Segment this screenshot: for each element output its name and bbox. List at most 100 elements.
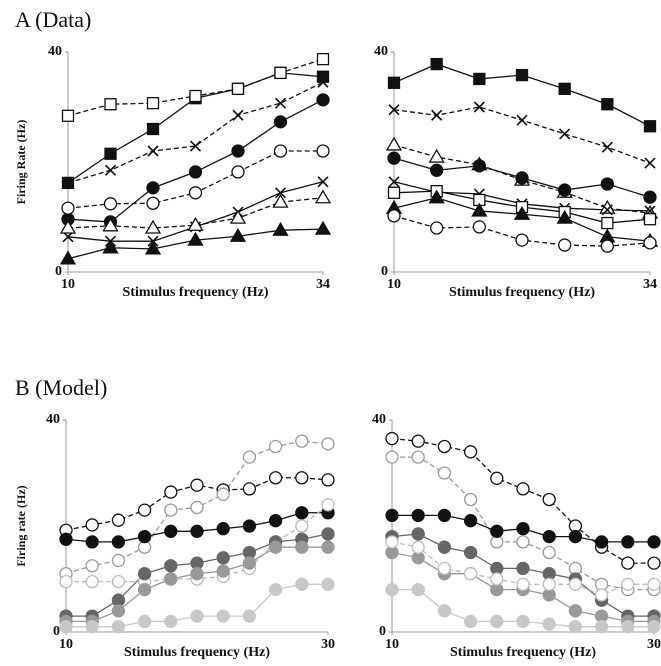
marker: [295, 471, 309, 485]
marker: [274, 97, 287, 109]
marker: [242, 556, 257, 570]
marker: [516, 561, 530, 576]
marker: [59, 532, 73, 546]
marker: [316, 93, 330, 107]
marker: [388, 104, 400, 116]
marker: [321, 498, 335, 512]
marker: [295, 519, 309, 533]
marker: [621, 577, 635, 591]
marker: [411, 508, 425, 523]
marker: [59, 575, 73, 589]
series-line: [393, 106, 651, 164]
marker: [144, 219, 162, 234]
x-tick-label: 34: [643, 277, 657, 292]
marker: [411, 582, 425, 597]
marker: [231, 82, 245, 95]
marker: [85, 518, 99, 532]
y-tick-label: 0: [381, 264, 388, 279]
marker: [295, 434, 309, 448]
marker: [242, 482, 257, 496]
marker: [321, 437, 335, 451]
marker: [643, 213, 657, 226]
marker: [62, 177, 74, 189]
marker: [216, 564, 230, 578]
marker: [314, 220, 332, 235]
x-tick-label: 10: [387, 277, 401, 292]
y-tick-label: 0: [379, 624, 386, 639]
marker: [272, 221, 289, 236]
marker: [111, 553, 126, 568]
marker: [515, 68, 529, 82]
y-tick-label: 0: [53, 624, 60, 639]
marker: [190, 567, 204, 581]
y-tick-label: 40: [48, 44, 62, 59]
marker: [85, 535, 99, 549]
marker: [321, 577, 335, 591]
marker: [137, 614, 152, 629]
marker: [111, 604, 126, 618]
x-axis-label: Stimulus frequency (Hz): [450, 645, 596, 660]
marker: [556, 209, 573, 224]
marker: [428, 148, 445, 163]
marker: [137, 529, 152, 544]
marker: [104, 147, 117, 160]
marker: [189, 140, 202, 152]
marker: [437, 508, 452, 523]
marker: [558, 183, 572, 197]
marker: [490, 471, 504, 485]
marker: [387, 209, 401, 223]
marker: [430, 221, 444, 235]
x-tick-label: 10: [385, 637, 399, 652]
panel-title: B (Model): [15, 375, 107, 400]
marker: [463, 614, 478, 629]
marker: [190, 478, 204, 492]
marker: [59, 620, 73, 634]
marker: [559, 128, 571, 140]
marker: [599, 199, 616, 214]
marker: [146, 97, 160, 110]
marker: [385, 508, 399, 523]
marker: [273, 144, 288, 158]
marker: [647, 535, 661, 549]
marker: [190, 524, 204, 538]
marker: [229, 209, 247, 224]
marker: [516, 522, 530, 536]
marker: [314, 189, 332, 204]
marker: [164, 485, 178, 499]
marker: [411, 450, 425, 464]
marker: [59, 219, 77, 234]
marker: [463, 545, 478, 560]
marker: [111, 620, 126, 634]
marker: [111, 575, 126, 589]
marker: [104, 164, 117, 176]
marker: [274, 187, 287, 199]
marker: [102, 239, 119, 254]
marker: [387, 151, 401, 165]
panel-title: A (Data): [15, 7, 91, 32]
marker: [317, 76, 329, 88]
marker: [516, 535, 530, 549]
marker: [385, 136, 403, 151]
marker: [321, 540, 335, 554]
marker: [411, 540, 425, 554]
marker: [516, 614, 530, 629]
marker: [274, 66, 287, 80]
y-axis-label: Firing rate (Hz): [14, 485, 28, 566]
marker: [164, 503, 178, 517]
marker: [568, 620, 583, 634]
marker: [542, 577, 556, 591]
marker: [431, 109, 443, 121]
marker: [600, 239, 614, 253]
y-tick-label: 40: [372, 412, 386, 427]
marker: [268, 514, 283, 528]
marker: [187, 231, 204, 246]
marker: [428, 189, 445, 204]
marker: [647, 577, 661, 591]
marker: [273, 115, 288, 129]
marker: [437, 604, 452, 618]
marker: [430, 163, 444, 177]
marker: [463, 445, 478, 459]
marker: [316, 70, 330, 83]
marker: [542, 617, 556, 631]
marker: [85, 575, 99, 589]
